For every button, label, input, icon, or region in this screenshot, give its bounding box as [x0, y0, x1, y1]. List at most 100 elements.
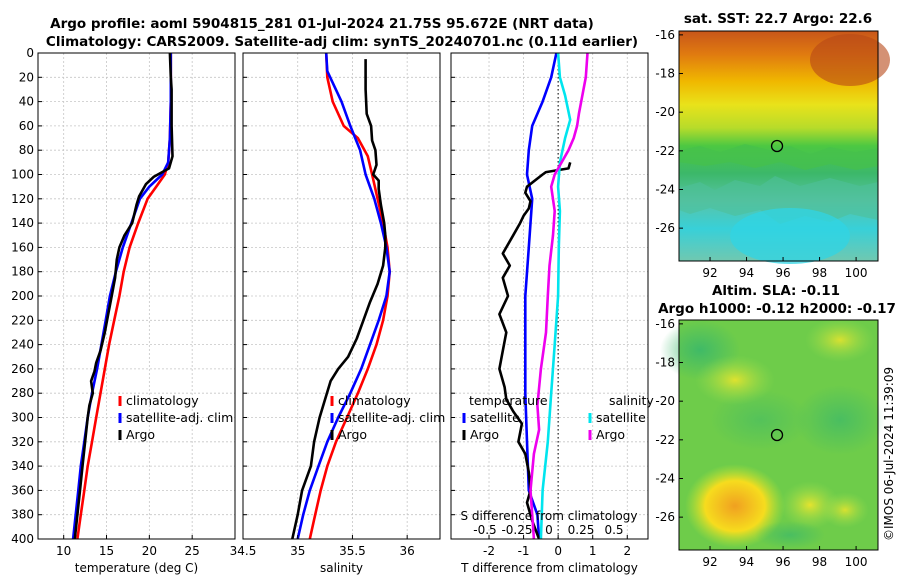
map-y-tick-label: -26 [655, 510, 675, 524]
sla-map-title: Altim. SLA: -0.11 [712, 283, 840, 299]
sst-cool-band [679, 176, 878, 224]
sst-front-band [679, 144, 878, 170]
map-y-tick-label: -18 [655, 356, 675, 370]
map-x-tick-label: 98 [812, 266, 827, 280]
sla-map-subtitle: Argo h1000: -0.12 h2000: -0.17 [658, 301, 896, 317]
sla-low-patch [795, 385, 885, 455]
x-tick-label: -1 [518, 544, 530, 558]
title-line-1: Argo profile: aoml 5904815_281 01-Jul-20… [50, 16, 594, 32]
sst-map-axes: 92 94 96 98 100 -16 -18 -20 -22 -24 -26 [655, 28, 867, 280]
map-x-tick-label: 96 [775, 555, 790, 569]
y-tick-label: 160 [11, 240, 34, 254]
legend-title-temperature: temperature [469, 393, 548, 408]
top-axis-tick-label: 0.25 [568, 523, 595, 537]
y-tick-label: 60 [19, 119, 34, 133]
map-y-tick-label: -16 [655, 317, 675, 331]
y-tick-label: 80 [19, 143, 34, 157]
series-satellite-adj-clim [296, 52, 392, 540]
y-tick-label: 280 [11, 386, 34, 400]
y-tick-label: 400 [11, 532, 34, 546]
sla-high-patch [695, 355, 775, 405]
x-axis-label: T difference from climatology [460, 561, 638, 575]
y-tick-label: 300 [11, 411, 34, 425]
map-y-tick-label: -16 [655, 28, 675, 42]
x-tick-label: 25 [185, 544, 200, 558]
y-tick-label: 180 [11, 265, 34, 279]
y-tick-label: 340 [11, 459, 34, 473]
map-x-tick-label: 96 [775, 266, 790, 280]
x-tick-label: 20 [142, 544, 157, 558]
map-x-tick-label: 100 [845, 266, 868, 280]
map-y-tick-label: -20 [655, 105, 675, 119]
legend-label: Argo [596, 427, 625, 442]
series-s-satellite [539, 52, 572, 540]
map-y-tick-label: -24 [655, 182, 675, 196]
legend-label: satellite-adj. clim [338, 410, 445, 425]
x-tick-label: 34.5 [230, 544, 257, 558]
map-y-tick-label: -22 [655, 433, 675, 447]
x-tick-label: 10 [56, 544, 71, 558]
sst-cold-patch [730, 208, 850, 264]
y-tick-label: 320 [11, 435, 34, 449]
map-x-tick-label: 94 [739, 555, 754, 569]
top-axis-tick-label: -0.25 [501, 523, 532, 537]
y-tick-label: 360 [11, 483, 34, 497]
sla-map: 92 94 96 98 100 -16 -18 -20 -22 -24 -26 [655, 317, 885, 569]
map-y-tick-label: -24 [655, 471, 675, 485]
salinity-panel: 34.5 35 35.5 36 salinity climatology satellite… [230, 52, 445, 575]
y-tick-label: 240 [11, 338, 34, 352]
sst-warm-patch [810, 34, 890, 86]
map-x-tick-label: 92 [702, 266, 717, 280]
legend-label: climatology [126, 393, 199, 408]
sla-low-patch [755, 521, 825, 549]
map-y-tick-label: -22 [655, 144, 675, 158]
sst-argo-location-marker [770, 139, 784, 153]
title-line-2: Climatology: CARS2009. Satellite-adj cli… [46, 34, 638, 50]
sst-map-frame [678, 30, 879, 262]
y-tick-label: 220 [11, 313, 34, 327]
y-tick-label: 260 [11, 362, 34, 376]
x-tick-label: 15 [99, 544, 114, 558]
x-tick-label: 35.5 [339, 544, 366, 558]
series-t-argo [498, 162, 572, 540]
map-y-tick-label: -18 [655, 67, 675, 81]
imos-credit: ©IMOS 06-Jul-2024 11:39:09 [882, 367, 896, 541]
grid [38, 52, 235, 540]
y-tick-label: 380 [11, 508, 34, 522]
sla-high-patch [685, 464, 785, 548]
legend-label: satellite [596, 410, 646, 425]
y-tick-label: 140 [11, 216, 34, 230]
legend-title-salinity: salinity [609, 393, 654, 408]
map-y-tick-label: -26 [655, 221, 675, 235]
series-argo [73, 52, 174, 540]
x-axis-label: salinity [320, 561, 363, 575]
sst-map: 92 94 96 98 100 -16 -18 -20 -22 -24 -26 [655, 28, 890, 280]
legend-label: Argo [470, 427, 499, 442]
series-s-argo [529, 52, 589, 540]
y-tick-label: 200 [11, 289, 34, 303]
sla-argo-location-marker [770, 428, 784, 442]
legend-label: satellite [470, 410, 520, 425]
top-axis-tick-label: -0.5 [473, 523, 496, 537]
x-axis-label: temperature (deg C) [75, 561, 198, 575]
x-tick-label: 36 [400, 544, 415, 558]
map-x-tick-label: 94 [739, 266, 754, 280]
y-tick-label: 120 [11, 192, 34, 206]
temperature-panel: 0 20 40 60 80 100 120 140 160 180 200 220 240 260 280 3… [11, 46, 236, 575]
sla-map-axes: 92 94 96 98 100 -16 -18 -20 -22 -24 -26 [655, 317, 867, 569]
difference-panel: -2 -1 0 1 2 T difference from climatology temp… [450, 52, 654, 575]
legend-label: climatology [338, 393, 411, 408]
map-x-tick-label: 92 [702, 555, 717, 569]
legend-label: satellite-adj. clim [126, 410, 233, 425]
series-argo [291, 59, 387, 540]
y-tick-label: 20 [19, 70, 34, 84]
sla-map-frame [678, 319, 879, 551]
x-tick-label: 1 [589, 544, 597, 558]
map-x-tick-label: 98 [812, 555, 827, 569]
grid [451, 52, 648, 540]
map-x-tick-label: 100 [845, 555, 868, 569]
map-y-tick-label: -20 [655, 394, 675, 408]
x-tick-label: 35 [290, 544, 305, 558]
sla-high-patch [805, 318, 875, 362]
